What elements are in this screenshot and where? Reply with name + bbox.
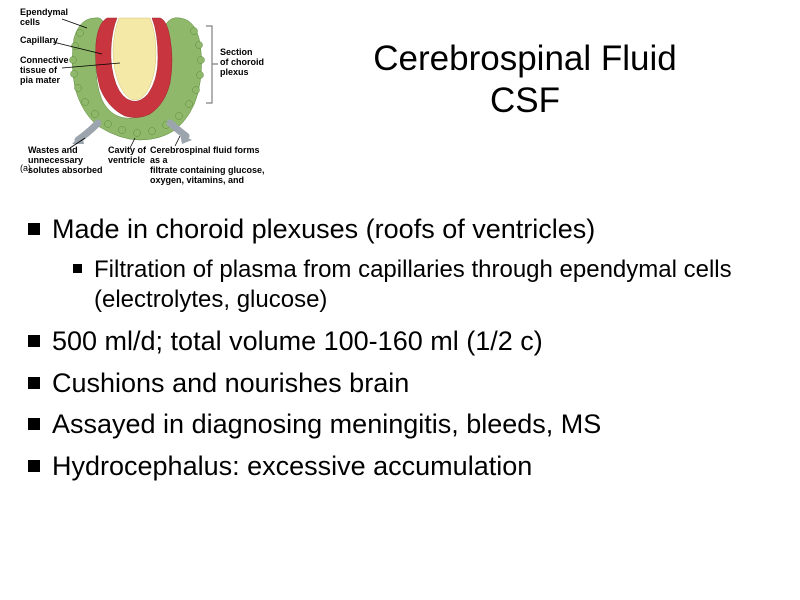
bullet-text: Made in choroid plexuses (roofs of ventr… [52, 213, 595, 247]
label-wastes: Wastes andunnecessarysolutes absorbed [28, 146, 103, 176]
sub-bullet-text: Filtration of plasma from capillaries th… [94, 255, 780, 315]
inner-cavity [113, 18, 156, 100]
bullet-marker-icon [28, 223, 40, 235]
sub-bullet-marker-icon [73, 264, 82, 273]
arrow-csf [170, 123, 192, 144]
label-cavity: Cavity ofventricle [108, 146, 146, 166]
bullet-text: Cushions and nourishes brain [52, 367, 409, 401]
bullet-text: Assayed in diagnosing meningitis, bleeds… [52, 408, 601, 442]
title-area: Cerebrospinal Fluid CSF [270, 8, 780, 122]
label-panel: (a) [20, 164, 31, 174]
title-line-1: Cerebrospinal Fluid [270, 38, 780, 80]
sub-bullet-item: Filtration of plasma from capillaries th… [73, 255, 780, 315]
bullet-marker-icon [28, 377, 40, 389]
label-section: Sectionof choroidplexus [220, 48, 264, 78]
label-csfforms: Cerebrospinal fluid forms as afiltrate c… [150, 146, 270, 186]
choroid-plexus-diagram: Ependymalcells Capillary Connectivetissu… [20, 8, 270, 178]
arrow-wastes [72, 123, 98, 144]
bracket-section [206, 26, 218, 103]
header-row: Ependymalcells Capillary Connectivetissu… [20, 8, 780, 178]
label-capillary: Capillary [20, 36, 58, 46]
bullet-list: Made in choroid plexuses (roofs of ventr… [20, 213, 780, 484]
bullet-text: 500 ml/d; total volume 100-160 ml (1/2 c… [52, 325, 543, 359]
bullet-marker-icon [28, 335, 40, 347]
slide-container: Ependymalcells Capillary Connectivetissu… [0, 0, 800, 600]
bullet-item: Assayed in diagnosing meningitis, bleeds… [28, 408, 780, 442]
bullet-item: Hydrocephalus: excessive accumulation [28, 450, 780, 484]
bullet-item: 500 ml/d; total volume 100-160 ml (1/2 c… [28, 325, 780, 359]
label-connective: Connectivetissue ofpia mater [20, 56, 69, 86]
bullet-marker-icon [28, 460, 40, 472]
bullet-text: Hydrocephalus: excessive accumulation [52, 450, 532, 484]
bullet-item: Cushions and nourishes brain [28, 367, 780, 401]
bullet-item: Made in choroid plexuses (roofs of ventr… [28, 213, 780, 247]
bullet-marker-icon [28, 418, 40, 430]
label-ependymal: Ependymalcells [20, 8, 68, 28]
title-line-2: CSF [270, 80, 780, 122]
